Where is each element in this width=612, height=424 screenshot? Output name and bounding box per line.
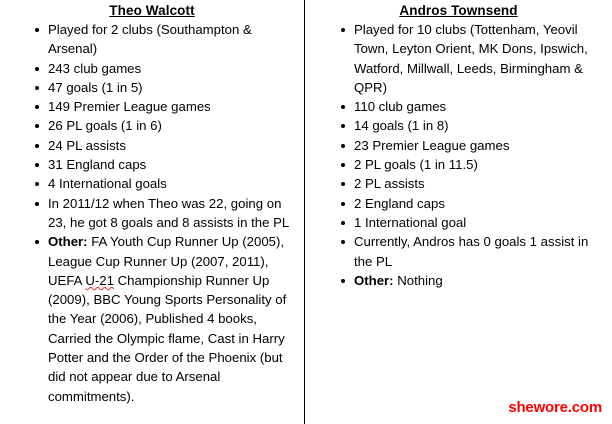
other-text-before: FA Youth Cup Runner Up (2005), League Cu… [48,234,285,288]
list-item: 1 International goal [313,213,604,232]
fact-text: 23 Premier League games [354,137,510,153]
fact-list-left: Played for 2 clubs (Southampton & Arsena… [8,20,296,406]
fact-text: 243 club games [48,60,142,76]
fact-text: 31 England caps [48,157,147,173]
list-item: 26 PL goals (1 in 6) [8,116,296,135]
fact-text: 110 club games [354,99,447,115]
fact-text: 2 PL goals (1 in 11.5) [354,157,478,173]
fact-text: 14 goals (1 in 8) [354,118,449,134]
list-item: 149 Premier League games [8,97,296,116]
fact-text: 2 England caps [354,195,445,211]
fact-text: 24 PL assists [48,137,126,153]
list-item: 4 International goals [8,174,296,193]
fact-text: 1 International goal [354,214,467,230]
list-item: 14 goals (1 in 8) [313,116,604,135]
column-title-left: Theo Walcott [109,3,195,18]
list-item: 2 England caps [313,194,604,213]
list-item: In 2011/12 when Theo was 22, going on 23… [8,194,296,233]
column-andros-townsend: Andros Townsend Played for 10 clubs (Tot… [305,0,612,290]
list-item: 110 club games [313,97,604,116]
fact-text: 47 goals (1 in 5) [48,79,143,95]
list-item: 47 goals (1 in 5) [8,78,296,97]
other-label: Other: [48,234,88,250]
list-item-other: Other: Nothing [313,271,604,290]
list-item: 23 Premier League games [313,136,604,155]
other-label: Other: [354,272,394,288]
fact-text: 2 PL assists [354,176,425,192]
fact-text: Played for 2 clubs (Southampton & Arsena… [48,22,252,57]
site-watermark: shewore.com [508,399,602,416]
list-item: 31 England caps [8,155,296,174]
list-item: Currently, Andros has 0 goals 1 assist i… [313,232,604,271]
list-item-other: Other: FA Youth Cup Runner Up (2005), Le… [8,232,296,406]
misspelled-word: U-21 [85,272,114,288]
list-item: Played for 2 clubs (Southampton & Arsena… [8,20,296,59]
fact-text: 4 International goals [48,176,167,192]
fact-list-right: Played for 10 clubs (Tottenham, Yeovil T… [313,20,604,290]
column-title-right: Andros Townsend [399,3,518,18]
column-divider [304,0,305,424]
fact-text: Currently, Andros has 0 goals 1 assist i… [354,234,589,269]
fact-text: In 2011/12 when Theo was 22, going on 23… [48,195,290,230]
list-item: 2 PL assists [313,174,604,193]
list-item: 2 PL goals (1 in 11.5) [313,155,604,174]
other-text: Nothing [393,272,443,288]
list-item: 243 club games [8,59,296,78]
list-item: 24 PL assists [8,136,296,155]
fact-text: 26 PL goals (1 in 6) [48,118,162,134]
list-item: Played for 10 clubs (Tottenham, Yeovil T… [313,20,604,97]
column-theo-walcott: Theo Walcott Played for 2 clubs (Southam… [0,0,304,406]
fact-text: 149 Premier League games [48,99,211,115]
other-text-after: Championship Runner Up (2009), BBC Young… [48,272,287,404]
fact-text: Played for 10 clubs (Tottenham, Yeovil T… [354,22,588,95]
